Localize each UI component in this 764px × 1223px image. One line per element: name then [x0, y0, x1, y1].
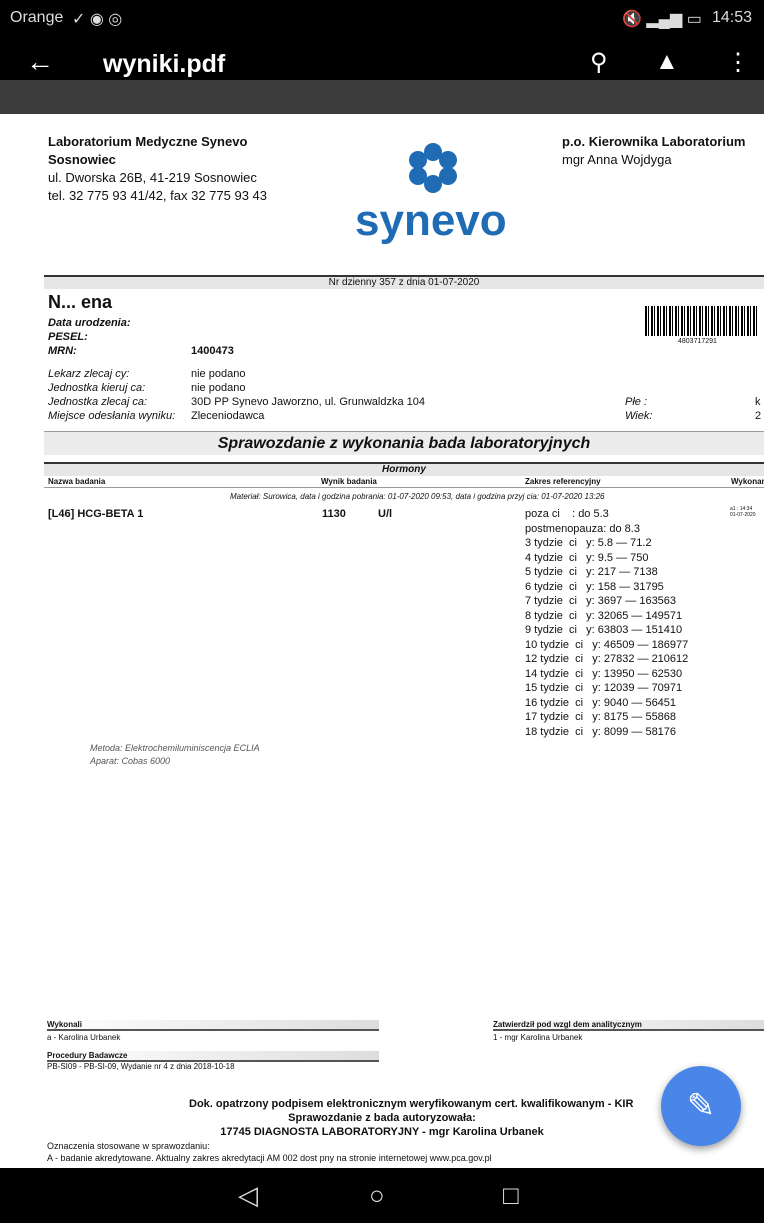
- barcode-number: 4803717291: [678, 338, 717, 345]
- col-name: Nazwa badania: [48, 477, 106, 486]
- reference-range-item: postmenopauza: do 8.3: [525, 522, 640, 535]
- section-header: Hormony: [44, 462, 764, 476]
- mrn-value: 1400473: [191, 345, 234, 357]
- nav-bar: ◁ ○ □: [0, 1168, 764, 1223]
- age-label: Wiek:: [625, 410, 653, 422]
- reference-range-item: 8 tydzie ci y: 32065 — 149571: [525, 609, 683, 622]
- lab-phone: tel. 32 775 93 41/42, fax 32 775 93 43: [48, 188, 268, 203]
- reference-range-item: 18 tydzie ci y: 8099 — 58176: [525, 725, 677, 738]
- recents-nav-icon[interactable]: □: [503, 1180, 519, 1210]
- reference-range-item: poza ci : do 5.3: [525, 508, 609, 520]
- reference-range-item: 14 tydzie ci y: 13950 — 62530: [525, 667, 683, 680]
- procedures-label: Procedury Badawcze: [47, 1051, 379, 1062]
- device: Aparat: Cobas 6000: [90, 756, 171, 766]
- sex-value: k: [755, 396, 761, 408]
- material-info: Materiał: Surowica, data i godzina pobra…: [230, 492, 605, 501]
- signature-line-1: Dok. opatrzony podpisem elektronicznym w…: [189, 1098, 634, 1110]
- reference-range-item: 5 tydzie ci y: 217 — 7138: [525, 566, 658, 578]
- col-result: Wynik badania: [321, 477, 377, 486]
- performed-time: a1 : 14:34 01-07-2020: [730, 506, 756, 518]
- mrn-label: MRN:: [48, 345, 77, 357]
- info-label: Miejsce odesłania wyniku:: [48, 410, 176, 422]
- reference-range-item: 7 tydzie ci y: 3697 — 163563: [525, 595, 677, 607]
- approved-label: Zatwierdził pod wzgl dem analitycznym: [493, 1020, 764, 1031]
- head-name: mgr Anna Wojdyga: [562, 152, 672, 167]
- test-unit: U/l: [378, 508, 393, 520]
- app-bar: ← wyniki.pdf ⚲ ▲ ⋮: [0, 38, 764, 88]
- col-reference: Zakres referencyjny: [525, 477, 601, 486]
- barcode: [645, 306, 758, 336]
- status-bar: Orange ✓ ◉ ◎ 🔇 ▂▄▆ ▭ 14:53: [0, 0, 764, 38]
- info-value: Zleceniodawca: [191, 410, 265, 422]
- reference-range-item: 12 tydzie ci y: 27832 — 210612: [525, 653, 689, 665]
- home-nav-icon[interactable]: ○: [369, 1180, 385, 1210]
- info-label: Jednostka zlecaj ca:: [48, 396, 148, 408]
- reference-ranges: poza ci : do 5.3 postmenopauza: do 8.3 3 t…: [525, 507, 688, 739]
- col-performed: Wykonan: [731, 477, 764, 486]
- reference-range-item: 6 tydzie ci y: 158 — 31795: [525, 580, 664, 593]
- legend-text: A - badanie akredytowane. Aktualny zakre…: [47, 1153, 492, 1163]
- lab-city: Sosnowiec: [48, 152, 116, 167]
- back-nav-icon[interactable]: ◁: [238, 1180, 258, 1210]
- info-value: 30D PP Synevo Jaworzno, ul. Grunwaldzka …: [191, 396, 425, 408]
- info-label: Lekarz zlecaj cy:: [48, 368, 130, 380]
- clock: 14:53: [711, 9, 752, 26]
- sex-label: Płe :: [625, 396, 648, 408]
- age-value: 2: [755, 410, 762, 422]
- reference-range-item: 4 tydzie ci y: 9.5 — 750: [525, 551, 649, 564]
- lab-name: Laboratorium Medyczne Synevo: [48, 134, 248, 149]
- search-icon[interactable]: ⚲: [590, 49, 608, 76]
- reference-range-item: 16 tydzie ci y: 9040 — 56451: [525, 696, 677, 709]
- flower-logo-icon: [405, 140, 461, 196]
- pencil-icon: ✎: [686, 1087, 716, 1125]
- reference-range-item: 15 tydzie ci y: 12039 — 70971: [525, 682, 683, 694]
- test-result: 1130: [322, 508, 346, 520]
- test-name: [L46] HCG-BETA 1: [48, 508, 144, 520]
- info-value: nie podano: [191, 368, 246, 380]
- carrier: Orange: [10, 9, 64, 26]
- drive-add-icon[interactable]: ▲: [655, 48, 679, 75]
- legend-title: Oznaczenia stosowane w sprawozdaniu:: [47, 1141, 210, 1151]
- synevo-logo: synevo: [355, 196, 507, 245]
- daily-number: Nr dzienny 357 z dnia 01-07-2020: [44, 275, 764, 289]
- pesel-label: PESEL:: [48, 331, 88, 343]
- performed-by: a - Karolina Urbanek: [47, 1033, 121, 1042]
- dob-label: Data urodzenia:: [48, 317, 131, 329]
- toolbar-shadow: [0, 80, 764, 114]
- method: Metoda: Elektrochemiluminiscencja ECLIA: [90, 743, 260, 753]
- reference-range-item: 17 tydzie ci y: 8175 — 55868: [525, 711, 677, 723]
- report-title: Sprawozdanie z wykonania bada laboratory…: [44, 431, 764, 455]
- reference-range-item: 9 tydzie ci y: 63803 — 151410: [525, 624, 683, 636]
- reference-range-item: 3 tydzie ci y: 5.8 — 71.2: [525, 537, 652, 549]
- signature-line-3: 17745 DIAGNOSTA LABORATORYJNY - mgr Karo…: [220, 1126, 544, 1138]
- signature-line-2: Sprawozdanie z bada autoryzowała:: [288, 1112, 476, 1124]
- info-value: nie podano: [191, 382, 246, 394]
- more-icon[interactable]: ⋮: [726, 49, 750, 76]
- info-label: Jednostka kieruj ca:: [48, 382, 146, 394]
- procedures: PB-SI09 - PB-SI-09, Wydanie nr 4 z dnia …: [47, 1062, 235, 1071]
- notification-icons: ✓ ◉ ◎: [72, 11, 123, 28]
- lab-address: ul. Dworska 26B, 41-219 Sosnowiec: [48, 170, 257, 185]
- patient-name: N... ena: [48, 292, 113, 312]
- signal-battery-icons: 🔇 ▂▄▆ ▭: [622, 11, 702, 28]
- column-header-row: Nazwa badania Wynik badania Zakres refer…: [44, 476, 764, 488]
- approved-by: 1 - mgr Karolina Urbanek: [493, 1033, 583, 1042]
- reference-range-item: 10 tydzie ci y: 46509 — 186977: [525, 638, 689, 651]
- edit-fab[interactable]: ✎: [661, 1066, 741, 1146]
- back-arrow-icon[interactable]: ←: [26, 46, 54, 77]
- pdf-page: Laboratorium Medyczne Synevo Sosnowiec u…: [0, 114, 764, 1168]
- file-title: wyniki.pdf: [103, 50, 226, 78]
- performed-label: Wykonali: [47, 1020, 379, 1031]
- head-title: p.o. Kierownika Laboratorium: [562, 134, 746, 149]
